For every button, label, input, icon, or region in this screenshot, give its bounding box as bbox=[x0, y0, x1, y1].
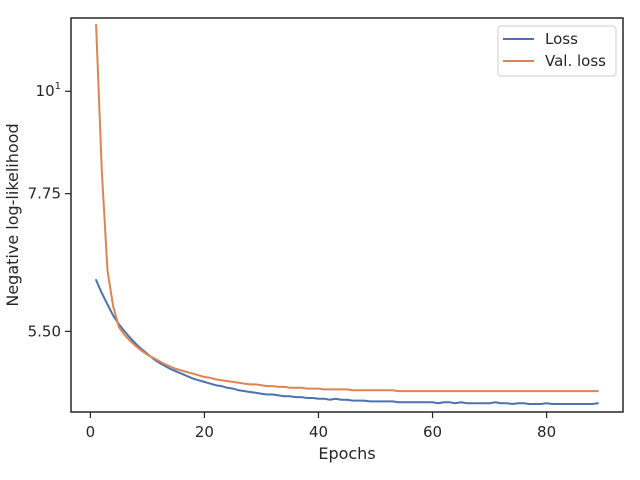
legend: Loss Val. loss bbox=[497, 25, 617, 77]
series-line-loss bbox=[95, 279, 599, 405]
x-axis-label: Epochs bbox=[318, 444, 375, 463]
y-axis-label: Negative log-likelihood bbox=[3, 123, 22, 306]
legend-label: Loss bbox=[545, 30, 578, 48]
y-tick-label: 7.75 bbox=[28, 185, 61, 203]
y-tick-label: 5.50 bbox=[28, 322, 61, 340]
series-line-val-loss bbox=[95, 23, 599, 393]
legend-label: Val. loss bbox=[545, 52, 606, 70]
x-tick-label: 20 bbox=[195, 423, 214, 441]
x-tick-label: 60 bbox=[423, 423, 442, 441]
x-tick-label: 0 bbox=[86, 423, 96, 441]
y-axis: 5.50 7.75 101 bbox=[28, 81, 71, 340]
plot-area bbox=[71, 18, 623, 412]
x-axis: 0 20 40 60 80 bbox=[86, 412, 556, 441]
plot-frame bbox=[70, 17, 624, 413]
series-layer bbox=[95, 23, 599, 405]
x-tick-label: 40 bbox=[309, 423, 328, 441]
y-tick-label: 101 bbox=[36, 81, 61, 100]
x-tick-label: 80 bbox=[537, 423, 556, 441]
